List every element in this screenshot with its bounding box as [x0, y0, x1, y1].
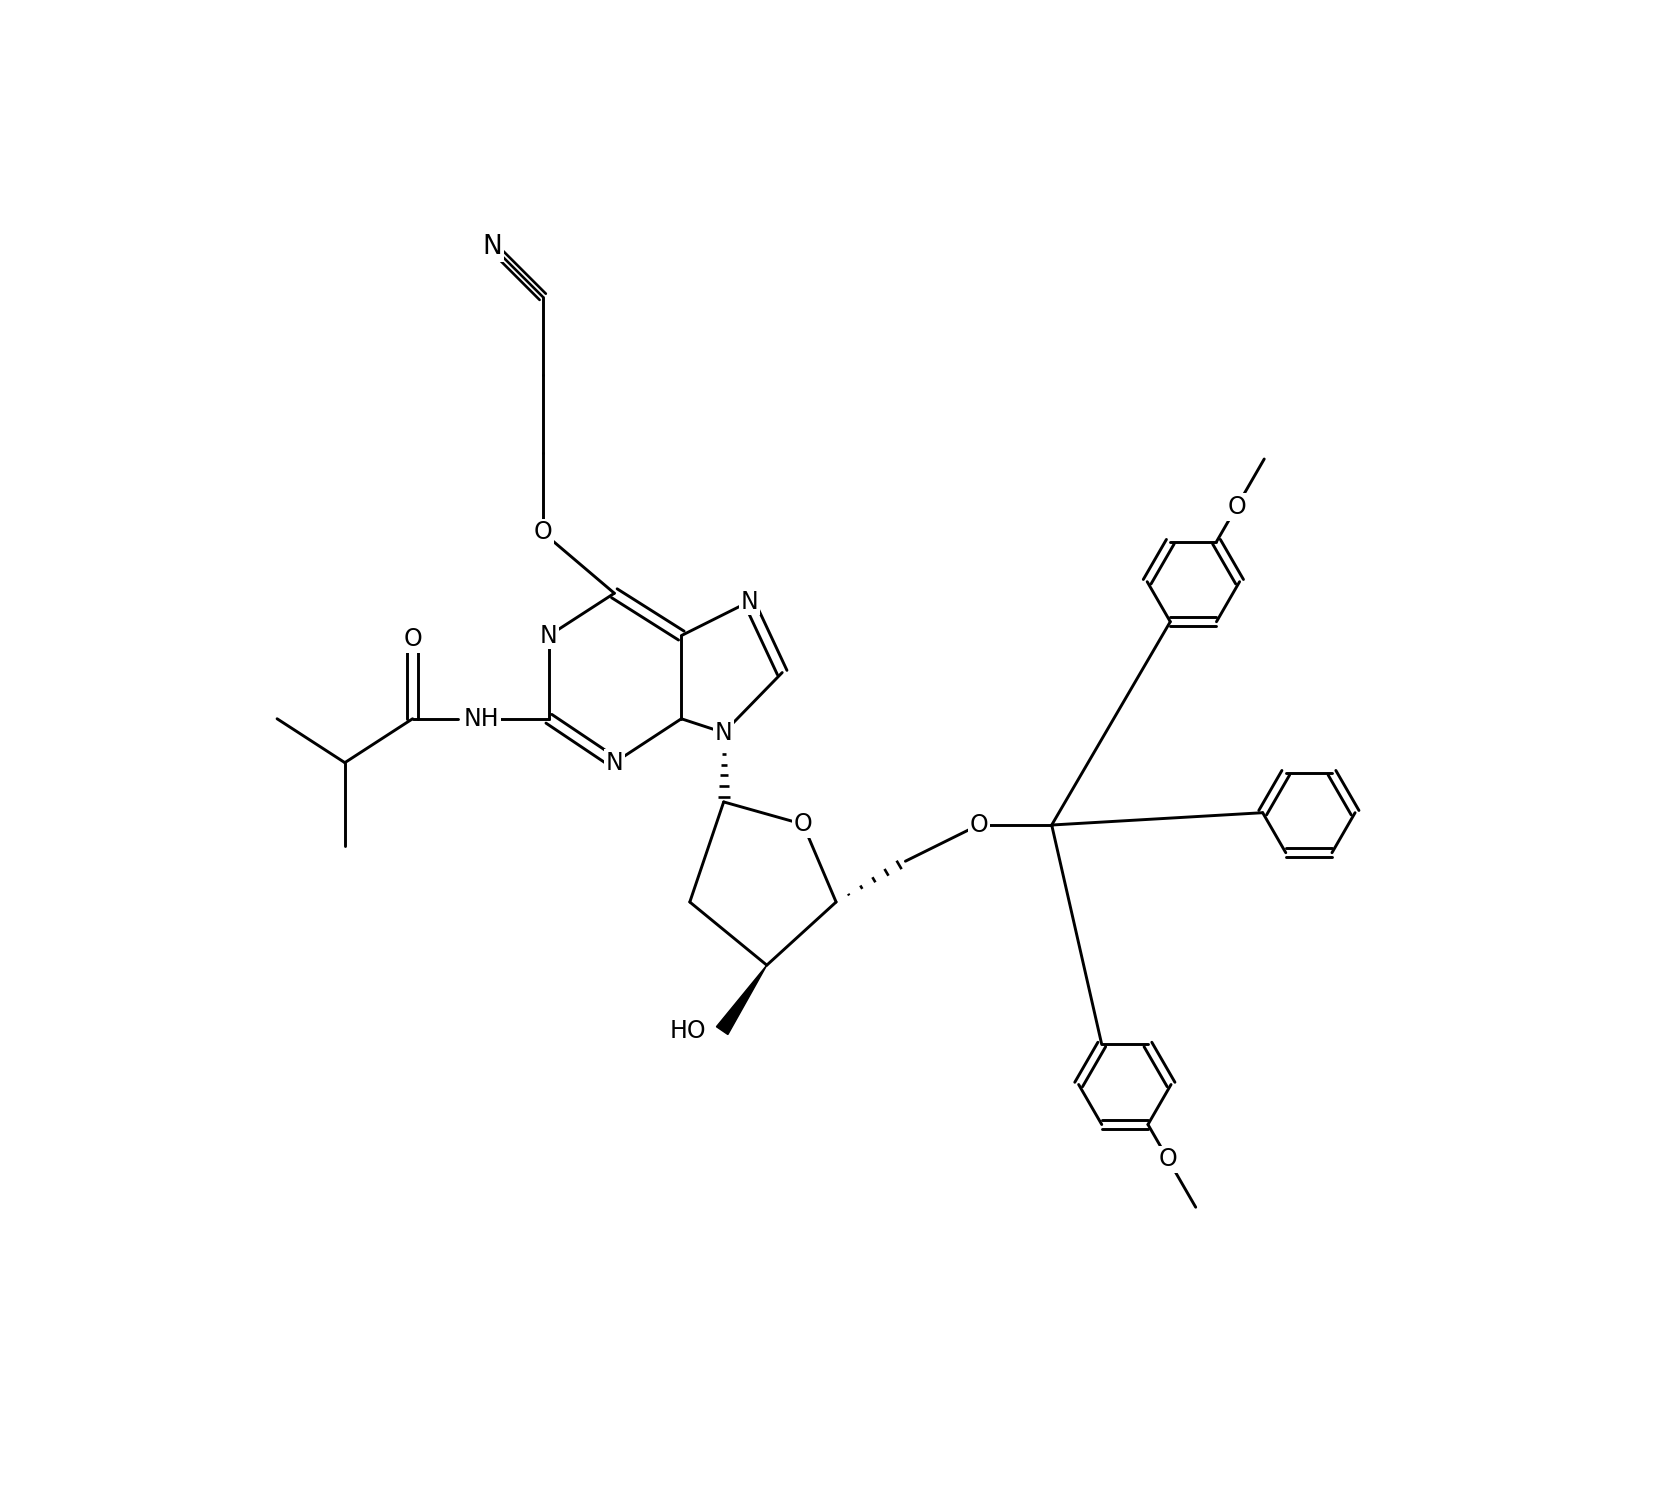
Text: N: N [483, 234, 502, 259]
Text: O: O [1158, 1147, 1178, 1171]
Polygon shape [717, 965, 767, 1035]
Text: O: O [1227, 494, 1245, 518]
Text: O: O [1158, 1147, 1178, 1171]
Text: NH: NH [463, 707, 498, 731]
Text: O: O [1227, 494, 1245, 518]
Text: N: N [540, 623, 557, 647]
Text: O: O [794, 812, 812, 836]
Text: N: N [740, 590, 758, 614]
Text: O: O [970, 813, 988, 837]
Text: O: O [403, 628, 421, 652]
Text: O: O [534, 520, 552, 544]
Text: HO: HO [670, 1019, 706, 1043]
Text: N: N [606, 750, 623, 774]
Text: N: N [715, 721, 733, 745]
